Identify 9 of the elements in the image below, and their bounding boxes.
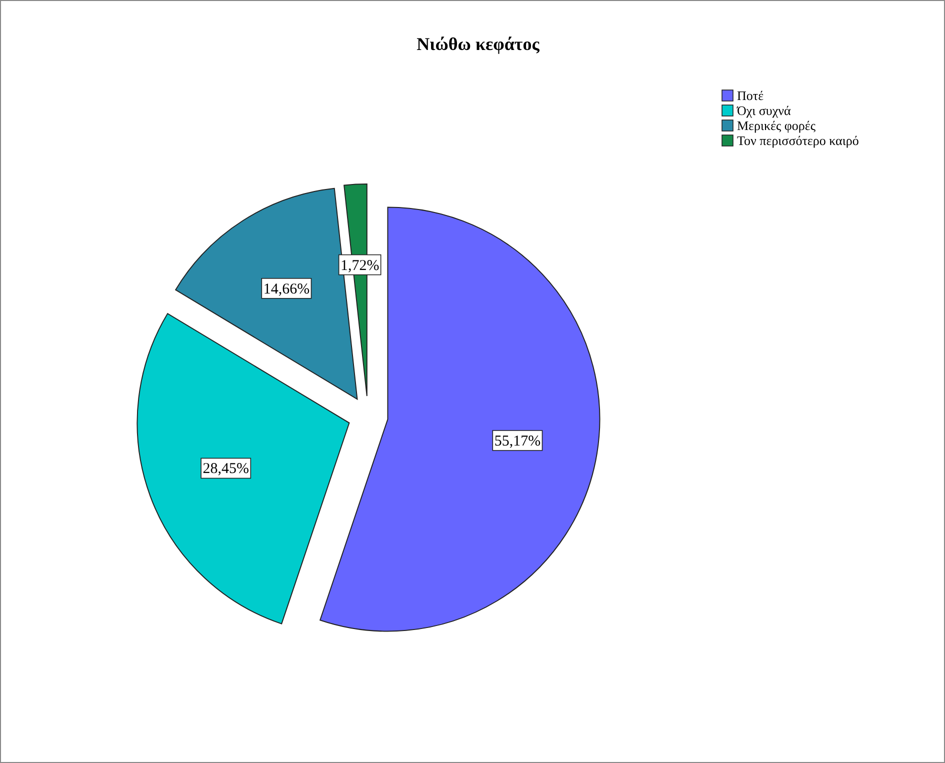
legend-label: Όχι συχνά [736, 103, 791, 118]
chart-title: Νιώθω κεφάτος [416, 34, 540, 54]
legend-label: Μερικές φορές [737, 118, 816, 133]
legend-label: Ποτέ [737, 88, 764, 103]
data-label: 55,17% [494, 433, 541, 450]
data-label: 14,66% [263, 281, 310, 298]
data-label: 28,45% [202, 461, 249, 478]
legend-label: Τον περισσότερο καιρό [737, 133, 859, 148]
data-label: 1,72% [340, 258, 380, 274]
